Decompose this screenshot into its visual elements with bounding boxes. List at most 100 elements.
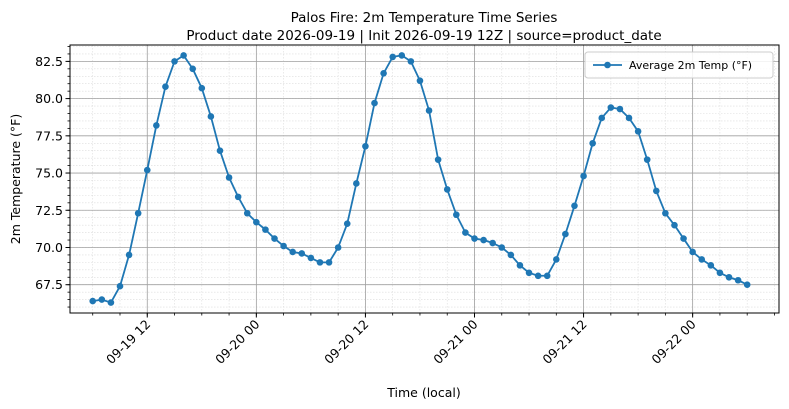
data-point [434,156,442,163]
data-point [634,128,642,135]
x-tick-label: 09-21 12 [539,317,589,367]
data-point [489,239,496,247]
data-point [471,235,478,242]
data-point [153,122,160,129]
data-point [89,297,97,305]
data-point [698,256,706,263]
plot-area-frame [69,44,780,314]
x-tick-label: 09-19 12 [103,317,153,367]
data-point [380,69,387,77]
data-point [116,282,124,290]
data-point [325,259,333,266]
y-tick-label: 67.5 [35,277,63,292]
y-tick-label: 80.0 [35,91,63,106]
data-point [216,147,224,155]
data-point [525,269,533,277]
data-point [143,166,151,174]
data-point [689,248,696,256]
data-point [262,226,269,233]
legend-marker-sample [604,61,611,69]
data-point [289,248,297,256]
data-point [280,242,287,250]
data-point [443,186,451,193]
data-point [580,172,587,180]
data-point [716,269,724,277]
y-tick-label: 75.0 [35,166,63,181]
data-point [734,276,742,284]
x-tick-label: 09-22 00 [648,316,698,366]
data-point [407,58,415,65]
legend: Average 2m Temp (°F) [584,51,774,79]
y-tick-label: 77.5 [35,128,63,143]
data-point [616,105,624,113]
data-point [180,52,187,59]
data-point [416,77,424,85]
data-point [625,114,633,122]
data-point [498,244,506,251]
x-axis: 09-19 12 09-20 00 09-20 12 09-21 00 09-21 12… [92,313,775,367]
data-point [534,272,542,280]
legend-box [584,51,774,79]
data-point [553,256,560,263]
data-point [671,221,678,229]
series-line [92,54,748,304]
data-point [562,230,569,238]
data-point [134,209,142,217]
data-point [225,174,233,181]
data-point [307,254,315,262]
data-point [571,202,578,210]
data-point [652,187,660,195]
data-point [371,99,378,107]
data-point [343,220,351,227]
data-point [98,296,106,303]
data-point [107,299,115,306]
x-tick-label: 09-20 00 [212,316,262,366]
data-point [507,251,515,259]
data-point [207,113,215,120]
data-point [543,272,551,280]
data-point [598,114,606,122]
major-grid [70,45,779,313]
chart-subtitle: Product date 2026-09-19 | Init 2026-09-1… [186,28,661,44]
data-point [334,244,342,251]
data-point [125,251,133,259]
data-point [662,209,669,217]
data-point [516,262,524,269]
data-point [707,262,715,269]
data-point [607,104,615,111]
data-point [480,236,487,244]
data-point [243,209,251,217]
data-point [589,139,596,147]
y-tick-label: 82.5 [35,54,63,69]
y-tick-label: 70.0 [35,240,63,255]
y-axis: 67.5 70.0 72.5 75.0 77.5 80.0 82.5 [35,46,70,308]
y-axis-label: 2m Temperature (°F) [8,114,23,244]
data-point [425,107,433,114]
y-tick-label: 72.5 [35,203,63,218]
data-point [189,65,197,73]
data-point [743,281,751,289]
x-axis-label: Time (local) [386,385,460,400]
data-point [316,259,324,266]
data-point [198,84,206,92]
data-point [389,53,396,61]
data-point [162,83,169,90]
minor-grid [70,45,779,313]
data-point [725,273,733,281]
data-point [643,156,651,163]
data-point [353,180,360,187]
chart-title: Palos Fire: 2m Temperature Time Series [291,10,558,26]
data-point [253,218,260,226]
data-point [462,229,469,236]
data-point [398,52,406,59]
data-point [171,58,178,65]
data-point [362,142,369,150]
series-layer [89,52,751,306]
data-point [234,193,242,201]
data-point [453,211,460,219]
legend-label: Average 2m Temp (°F) [629,59,752,72]
data-point [298,250,306,257]
data-point [271,235,278,242]
x-tick-label: 09-21 00 [430,316,480,366]
